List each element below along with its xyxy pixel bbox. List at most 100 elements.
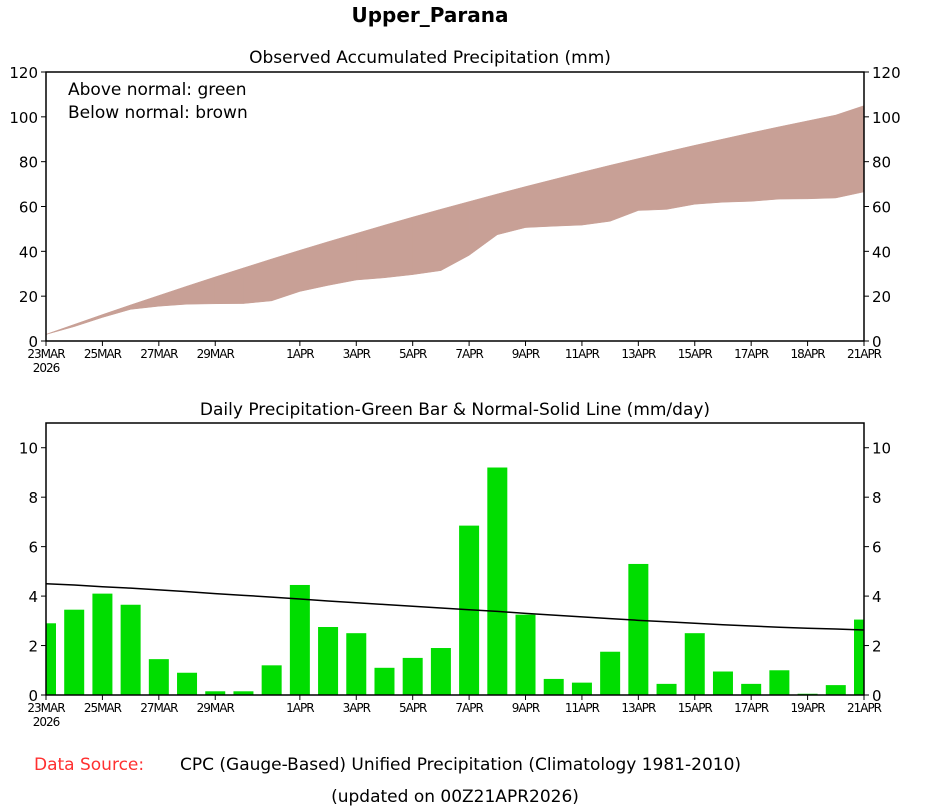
x-tick-label: 3APR bbox=[343, 701, 371, 715]
x-tick-label: 7APR bbox=[455, 347, 483, 361]
daily-precip-bar bbox=[741, 683, 762, 695]
y-tick-label-right: 120 bbox=[872, 64, 901, 82]
daily-precip-bar bbox=[177, 672, 198, 695]
bottom-chart-title: Daily Precipitation-Green Bar & Normal-S… bbox=[200, 400, 710, 420]
daily-precip-bar bbox=[148, 659, 169, 695]
x-tick-label: 11APR bbox=[565, 701, 600, 715]
daily-precip-bar bbox=[769, 670, 790, 695]
below-normal-area bbox=[102, 304, 131, 318]
below-normal-area bbox=[835, 105, 865, 199]
year-label: 2026 bbox=[33, 715, 60, 729]
daily-precip-bar bbox=[46, 623, 56, 695]
below-normal-area bbox=[186, 276, 216, 305]
daily-precip-bar bbox=[233, 691, 254, 695]
below-normal-area bbox=[666, 144, 696, 210]
below-normal-area bbox=[497, 186, 526, 236]
y-tick-label-left: 20 bbox=[19, 288, 38, 306]
x-tick-label: 27MAR bbox=[140, 701, 178, 715]
y-tick-label-right: 40 bbox=[872, 243, 891, 261]
y-tick-label-left: 6 bbox=[28, 539, 38, 557]
below-normal-area bbox=[130, 295, 160, 310]
y-tick-label-right: 8 bbox=[872, 489, 882, 507]
below-normal-area bbox=[214, 267, 244, 305]
x-tick-label: 9APR bbox=[512, 701, 540, 715]
daily-precip-bar bbox=[515, 614, 536, 695]
below-normal-area bbox=[807, 114, 837, 200]
y-tick-label-right: 0 bbox=[872, 687, 882, 705]
daily-precip-bar bbox=[205, 691, 226, 695]
below-normal-area bbox=[750, 126, 780, 202]
daily-precip-bar bbox=[487, 467, 508, 695]
top-chart-title: Observed Accumulated Precipitation (mm) bbox=[249, 48, 611, 68]
x-tick-label: 25MAR bbox=[84, 347, 122, 361]
x-tick-label: 17APR bbox=[734, 347, 769, 361]
y-tick-label-left: 0 bbox=[28, 333, 38, 351]
below-normal-area bbox=[638, 151, 667, 211]
below-normal-area bbox=[468, 193, 498, 256]
below-normal-area bbox=[694, 138, 724, 205]
below-normal-area bbox=[243, 258, 272, 304]
below-normal-area bbox=[356, 224, 385, 281]
y-tick-label-right: 0 bbox=[872, 333, 882, 351]
daily-precip-bar bbox=[571, 682, 592, 695]
daily-precip-bar bbox=[346, 633, 367, 695]
below-normal-area bbox=[327, 233, 357, 286]
y-tick-label-left: 4 bbox=[28, 588, 38, 606]
y-tick-label-left: 8 bbox=[28, 489, 38, 507]
legend-below: Below normal: brown bbox=[68, 103, 248, 123]
y-tick-label-left: 40 bbox=[19, 243, 38, 261]
bottom-chart: 0 0 2 2 4 4 6 6 8 8 10 10 23MAR 25MAR 27MAR 29MAR 1APR 3A… bbox=[19, 422, 891, 729]
daily-precip-bar bbox=[600, 651, 621, 695]
x-tick-label: 18APR bbox=[791, 347, 826, 361]
y-tick-label-left: 2 bbox=[28, 638, 38, 656]
x-tick-label: 1APR bbox=[286, 701, 314, 715]
x-tick-label: 25MAR bbox=[84, 701, 122, 715]
x-tick-label: 13APR bbox=[621, 347, 656, 361]
below-normal-area bbox=[525, 179, 554, 228]
legend-above: Above normal: green bbox=[68, 80, 247, 100]
daily-precip-bar bbox=[684, 633, 705, 695]
y-tick-label-left: 120 bbox=[9, 64, 38, 82]
normal-line bbox=[45, 582, 865, 631]
y-tick-label-left: 80 bbox=[19, 154, 38, 172]
below-normal-area bbox=[299, 241, 329, 292]
y-tick-label-left: 100 bbox=[9, 109, 38, 127]
below-normal-area bbox=[45, 324, 75, 335]
x-tick-label: 1APR bbox=[286, 347, 314, 361]
below-normal-area bbox=[779, 120, 808, 200]
daily-precip-bar bbox=[261, 665, 282, 695]
below-normal-area bbox=[722, 132, 752, 203]
below-normal-area bbox=[158, 285, 188, 307]
daily-precip-bar bbox=[64, 609, 85, 695]
below-normal-area bbox=[609, 158, 639, 222]
figure-title: Upper_Parana bbox=[351, 3, 508, 27]
y-tick-label-right: 60 bbox=[872, 199, 891, 217]
top-chart: 0 0 20 20 40 40 60 60 80 80 100 100 120 120 23MAR 25MAR… bbox=[9, 64, 900, 375]
x-tick-label: 15APR bbox=[678, 347, 713, 361]
plot-frame bbox=[45, 422, 865, 696]
source-label: Data Source: bbox=[34, 755, 144, 775]
updated-text: (updated on 00Z21APR2026) bbox=[331, 787, 579, 807]
x-tick-label: 3APR bbox=[343, 347, 371, 361]
daily-precip-bar bbox=[120, 604, 141, 695]
x-tick-label: 29MAR bbox=[197, 347, 235, 361]
y-tick-label-right: 10 bbox=[872, 440, 891, 458]
daily-precip-bar bbox=[289, 584, 310, 695]
below-normal-area bbox=[384, 216, 413, 279]
daily-precip-bar bbox=[854, 619, 864, 695]
x-tick-label: 5APR bbox=[399, 347, 427, 361]
y-tick-label-left: 10 bbox=[19, 440, 38, 458]
daily-precip-bar bbox=[656, 683, 677, 695]
daily-precip-bar bbox=[712, 671, 733, 695]
x-tick-label: 29MAR bbox=[197, 701, 235, 715]
daily-precip-bar bbox=[374, 667, 395, 695]
year-label: 2026 bbox=[33, 361, 60, 375]
x-tick-label: 9APR bbox=[512, 347, 540, 361]
x-tick-label: 19APR bbox=[791, 701, 826, 715]
x-tick-label: 23MAR bbox=[27, 701, 65, 715]
y-tick-label-right: 80 bbox=[872, 154, 891, 172]
y-tick-label-right: 20 bbox=[872, 288, 891, 306]
y-tick-label-left: 60 bbox=[19, 199, 38, 217]
